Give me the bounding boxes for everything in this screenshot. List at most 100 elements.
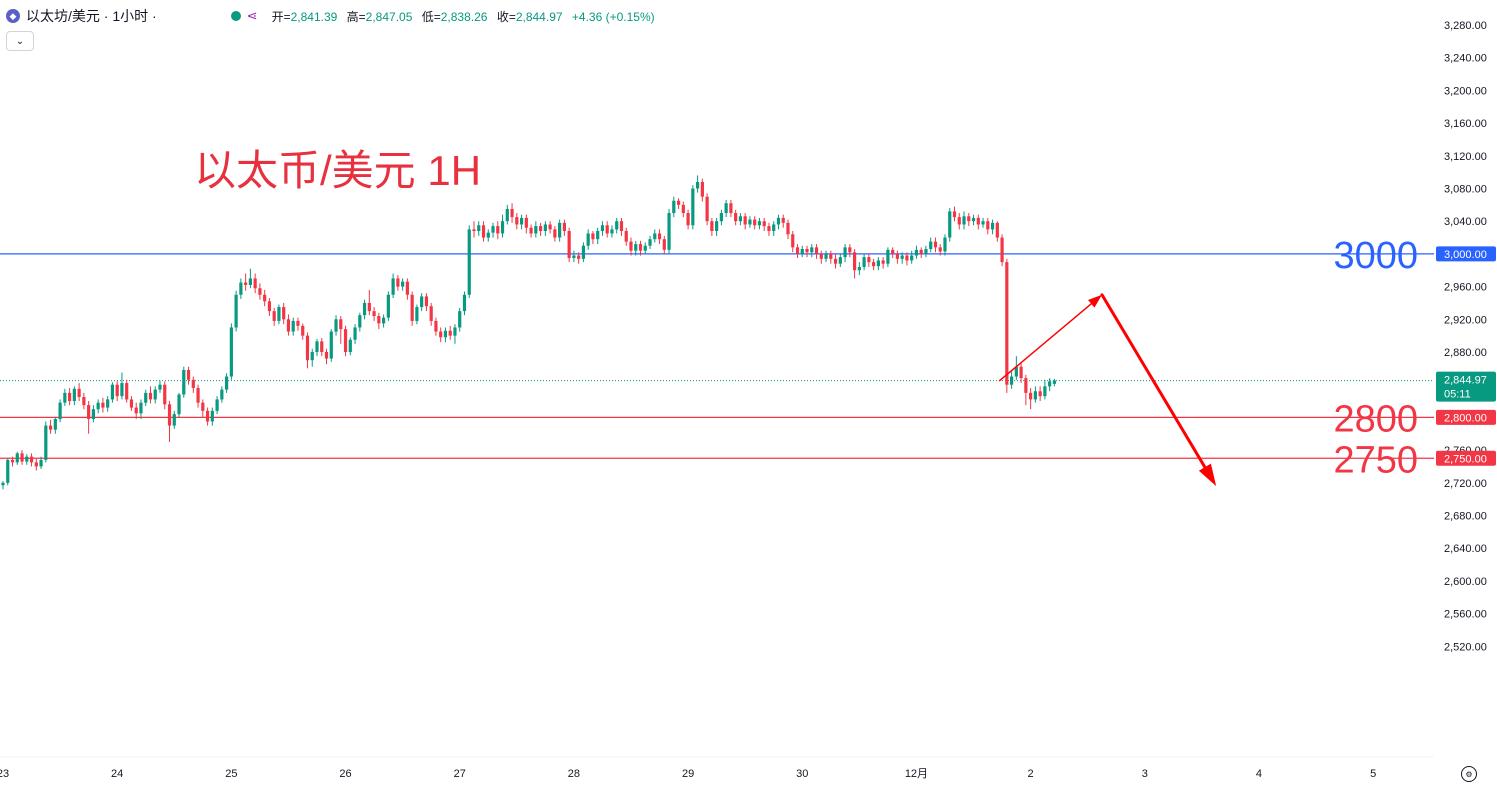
candle-body bbox=[610, 229, 614, 234]
candle-body bbox=[424, 296, 429, 307]
candle-body bbox=[1014, 366, 1018, 377]
candle-body bbox=[39, 459, 43, 467]
x-tick-label: 23 bbox=[0, 768, 9, 780]
chevron-down-icon[interactable]: ⌄ bbox=[6, 31, 34, 51]
x-tick-label: 29 bbox=[682, 768, 694, 780]
y-tick-label: 3,200.00 bbox=[1444, 85, 1487, 97]
candle-body bbox=[538, 226, 543, 232]
candle-body bbox=[829, 253, 833, 259]
x-tick-label: 30 bbox=[796, 768, 808, 780]
candle-body bbox=[177, 394, 181, 415]
candle-body bbox=[786, 222, 790, 235]
candle-body bbox=[710, 221, 714, 232]
candle-body bbox=[1043, 386, 1047, 397]
share-icon[interactable]: ⋖ bbox=[246, 8, 258, 23]
time-axis[interactable]: 232425262728293012月2345 bbox=[0, 768, 1376, 780]
candle-body bbox=[462, 294, 467, 312]
candle-body bbox=[933, 241, 938, 248]
candle-body bbox=[857, 266, 861, 271]
price-axis[interactable]: 3,280.00 3,240.00 3,200.00 3,160.00 3,120.00… bbox=[1444, 20, 1487, 653]
candle-body bbox=[201, 402, 205, 411]
market-status-icon bbox=[230, 11, 241, 21]
candle-body bbox=[148, 392, 153, 400]
candle-body bbox=[667, 213, 671, 250]
candle-body bbox=[586, 233, 590, 246]
candle-body bbox=[277, 307, 281, 321]
candle-body bbox=[53, 419, 57, 430]
close-value: 2,844.97 bbox=[515, 9, 563, 24]
y-tick-label: 2,880.00 bbox=[1444, 347, 1487, 359]
y-tick-label: 2,960.00 bbox=[1444, 282, 1487, 294]
candle-body bbox=[838, 257, 842, 264]
candle-body bbox=[719, 213, 723, 222]
x-tick-label: 27 bbox=[454, 768, 466, 780]
candle-body bbox=[924, 248, 928, 254]
candle-body bbox=[48, 425, 53, 430]
candle-body bbox=[919, 249, 923, 254]
candle-body bbox=[324, 352, 329, 359]
y-tick-label: 2,920.00 bbox=[1444, 314, 1487, 326]
candle-body bbox=[976, 217, 980, 225]
candle-body bbox=[1, 482, 5, 486]
candle-body bbox=[248, 278, 252, 285]
candle-body bbox=[134, 407, 138, 414]
candle-body bbox=[158, 384, 162, 390]
candle-body bbox=[77, 388, 81, 397]
candle-body bbox=[453, 327, 457, 336]
candle-body bbox=[296, 320, 300, 326]
candle-body bbox=[163, 384, 167, 405]
candle-body bbox=[6, 459, 10, 483]
candle-body bbox=[695, 181, 700, 189]
candle-body bbox=[310, 352, 314, 361]
x-tick-label: 3 bbox=[1142, 768, 1148, 780]
candle-body bbox=[910, 255, 914, 261]
candle-body bbox=[220, 389, 224, 400]
candle-body bbox=[657, 233, 662, 240]
y-tick-label: 3,240.00 bbox=[1444, 53, 1487, 65]
candle-body bbox=[15, 453, 19, 463]
candle-body bbox=[843, 247, 847, 258]
candle-body bbox=[729, 203, 733, 214]
candle-body bbox=[724, 203, 728, 214]
candle-body bbox=[676, 200, 681, 205]
x-tick-label: 25 bbox=[225, 768, 237, 780]
candle-body bbox=[848, 247, 852, 253]
candle-body bbox=[572, 255, 576, 258]
candle-body bbox=[995, 222, 999, 238]
candle-body bbox=[805, 248, 809, 253]
candle-body bbox=[748, 219, 752, 225]
candle-body bbox=[895, 253, 900, 259]
y-tick-label: 2,520.00 bbox=[1444, 641, 1487, 653]
candle-body bbox=[362, 302, 367, 316]
candle-body bbox=[477, 225, 481, 232]
candle-body bbox=[382, 317, 386, 324]
candle-body bbox=[153, 389, 157, 400]
gear-icon[interactable]: ⚙ bbox=[1461, 766, 1477, 782]
candle-body bbox=[814, 247, 819, 254]
candle-body bbox=[643, 245, 647, 251]
candle-body bbox=[505, 208, 509, 222]
candle-body bbox=[434, 320, 438, 332]
candle-body bbox=[182, 369, 186, 395]
ethereum-icon: ◆ bbox=[6, 9, 20, 23]
candle-body bbox=[106, 399, 110, 408]
candle-body bbox=[458, 311, 462, 328]
candle-body bbox=[905, 255, 909, 261]
candle-body bbox=[862, 257, 866, 267]
candle-body bbox=[1009, 376, 1014, 385]
candle-body bbox=[929, 241, 933, 249]
candle-body bbox=[952, 211, 957, 218]
symbol-title[interactable]: 以太坊/美元 · 1小时 · bbox=[26, 8, 157, 24]
candle-body bbox=[191, 379, 195, 388]
candle-body bbox=[10, 459, 15, 463]
candle-body bbox=[186, 369, 191, 380]
candle-body bbox=[491, 226, 495, 233]
candle-body bbox=[767, 226, 771, 232]
y-tick-label: 3,080.00 bbox=[1444, 184, 1487, 196]
candle-body bbox=[962, 216, 966, 225]
candle-body bbox=[700, 181, 704, 197]
candle-body bbox=[215, 399, 219, 411]
candle-body bbox=[205, 410, 210, 422]
candle-body bbox=[401, 281, 405, 287]
